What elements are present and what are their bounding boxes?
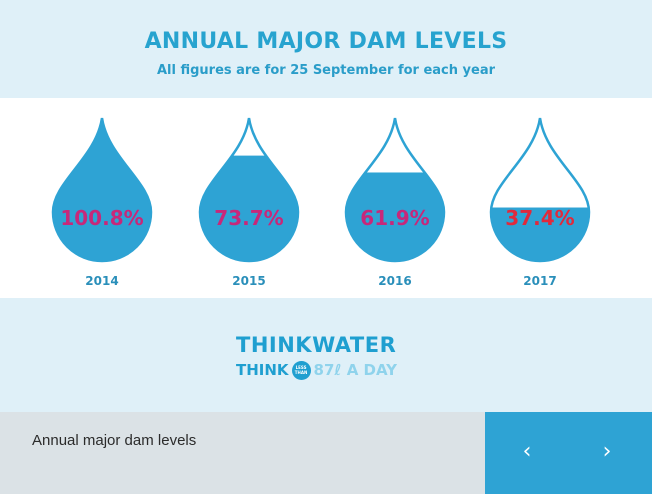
logo-number: 87 [313, 361, 335, 379]
logo-badge-bottom: THAN [294, 370, 308, 375]
year-label: 2015 [232, 274, 265, 288]
drop-chart: 100.8% 2014 73.7% 2015 61.9% 2016 37.4% 2017 [51, 117, 591, 288]
logo-a-day: ℓ A DAY [334, 361, 398, 379]
prev-button[interactable]: ‹ [522, 439, 532, 464]
logo-badge: LESS THAN [291, 360, 311, 380]
caption-text: Annual major dam levels [32, 432, 197, 449]
next-button[interactable]: › [602, 439, 612, 464]
logo-badge-top: LESS [295, 365, 307, 370]
year-label: 2014 [85, 274, 118, 288]
year-label: 2017 [523, 274, 556, 288]
year-label: 2016 [378, 274, 411, 288]
logo-band [0, 298, 652, 412]
logo-think-2: THINK [236, 361, 289, 379]
value-label: 61.9% [360, 206, 429, 230]
drop-outline [489, 117, 591, 263]
drop-outline [344, 117, 446, 263]
chart-area: 100.8% 2014 73.7% 2015 61.9% 2016 37.4% 2017 [0, 98, 652, 298]
drop-2017: 37.4% 2017 [489, 117, 591, 288]
logo-think: THINK [236, 333, 313, 357]
value-label: 73.7% [214, 206, 283, 230]
drop-outline [51, 117, 153, 263]
gallery-nav: ‹ › [485, 412, 652, 494]
caption-bar: Annual major dam levels [0, 412, 485, 494]
drop-2014: 100.8% 2014 [51, 117, 153, 288]
drop-2016: 61.9% 2016 [344, 117, 446, 288]
think-water-logo: THINKWATER THINK LESS THAN 87 ℓ A DAY [236, 333, 416, 383]
logo-water: WATER [312, 333, 397, 357]
chart-subtitle: All figures are for 25 September for eac… [156, 63, 496, 78]
chart-title: ANNUAL MAJOR DAM LEVELS [144, 29, 508, 54]
value-label: 37.4% [505, 206, 574, 230]
value-label: 100.8% [60, 206, 143, 230]
drop-fill [53, 118, 151, 261]
logo-line-2: THINK LESS THAN 87 ℓ A DAY [236, 360, 397, 380]
drop-fill [346, 172, 444, 261]
drop-2015: 73.7% 2015 [198, 117, 300, 288]
logo-line-1: THINKWATER [236, 333, 396, 357]
chart-header: ANNUAL MAJOR DAM LEVELS All figures are … [0, 0, 652, 98]
drop-outline [198, 117, 300, 263]
